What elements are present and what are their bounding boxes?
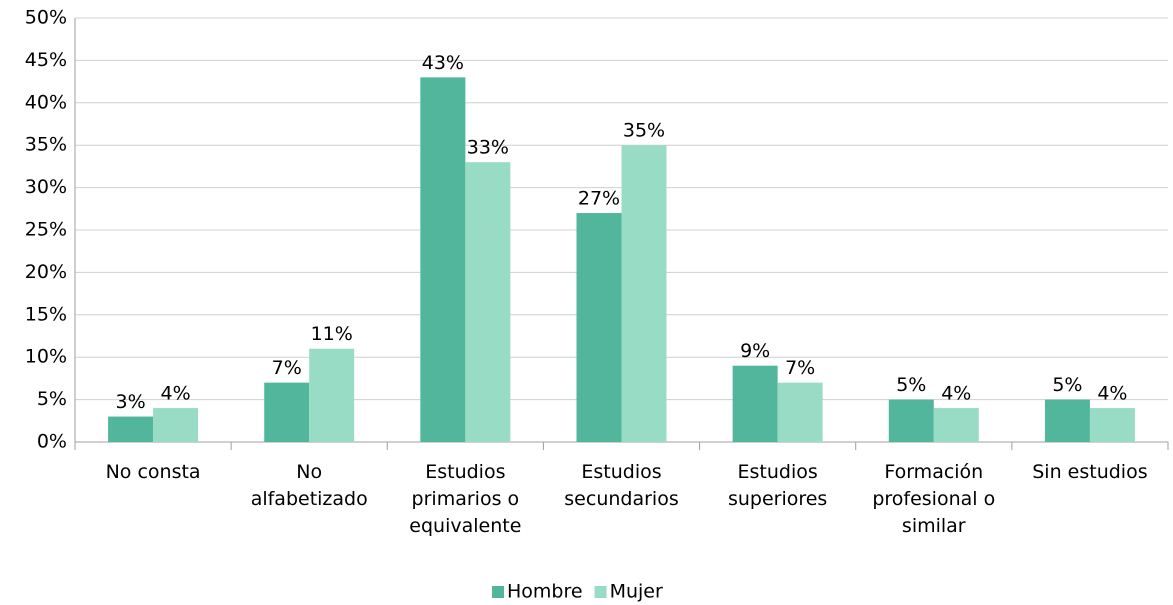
legend-swatch <box>492 586 504 598</box>
y-tick-label: 20% <box>25 261 67 283</box>
x-tick-label: Sin estudios <box>1032 461 1147 483</box>
y-tick-label: 0% <box>37 431 67 453</box>
y-tick-label: 25% <box>25 219 67 241</box>
bar <box>777 382 823 442</box>
data-label: 5% <box>896 374 926 396</box>
bar <box>1044 399 1090 442</box>
x-tick-label: Formación profesional o similar <box>872 461 995 537</box>
data-label: 35% <box>623 120 665 142</box>
y-tick-label: 10% <box>25 346 67 368</box>
bar <box>1089 408 1135 442</box>
x-tick-label: No alfabetizado <box>251 461 368 510</box>
data-label: 4% <box>160 383 190 405</box>
bar <box>732 365 778 442</box>
y-tick-label: 45% <box>25 49 67 71</box>
y-tick-label: 15% <box>25 303 67 325</box>
data-label: 9% <box>740 340 770 362</box>
bar <box>264 382 310 442</box>
x-tick-label: Estudios secundarios <box>564 461 678 510</box>
data-label: 3% <box>115 391 145 413</box>
data-label: 43% <box>422 52 464 74</box>
data-label: 4% <box>1097 383 1127 405</box>
data-label: 5% <box>1052 374 1082 396</box>
bar <box>420 77 466 443</box>
bar <box>576 213 622 442</box>
x-tick-label: Estudios primarios o equivalente <box>409 461 521 537</box>
bar <box>309 348 355 442</box>
data-label: 4% <box>941 383 971 405</box>
y-tick-label: 30% <box>25 176 67 198</box>
y-tick-label: 5% <box>37 388 67 410</box>
legend-swatch <box>594 586 607 598</box>
bar <box>465 162 511 442</box>
bar <box>933 408 979 442</box>
bar <box>621 145 667 442</box>
data-label: 7% <box>785 357 815 379</box>
data-label: 27% <box>578 188 620 210</box>
x-tick-label: No consta <box>106 461 201 483</box>
data-label: 11% <box>311 323 353 345</box>
y-tick-label: 50% <box>25 7 67 29</box>
bar <box>153 408 199 442</box>
legend-label: Mujer <box>610 581 663 603</box>
legend-label: Hombre <box>507 581 583 603</box>
y-tick-label: 40% <box>25 91 67 113</box>
x-tick-label: Estudios superiores <box>728 461 827 510</box>
data-label: 7% <box>272 357 302 379</box>
bar <box>108 416 154 442</box>
bar <box>888 399 934 442</box>
y-tick-label: 35% <box>25 134 67 156</box>
data-label: 33% <box>467 137 509 159</box>
